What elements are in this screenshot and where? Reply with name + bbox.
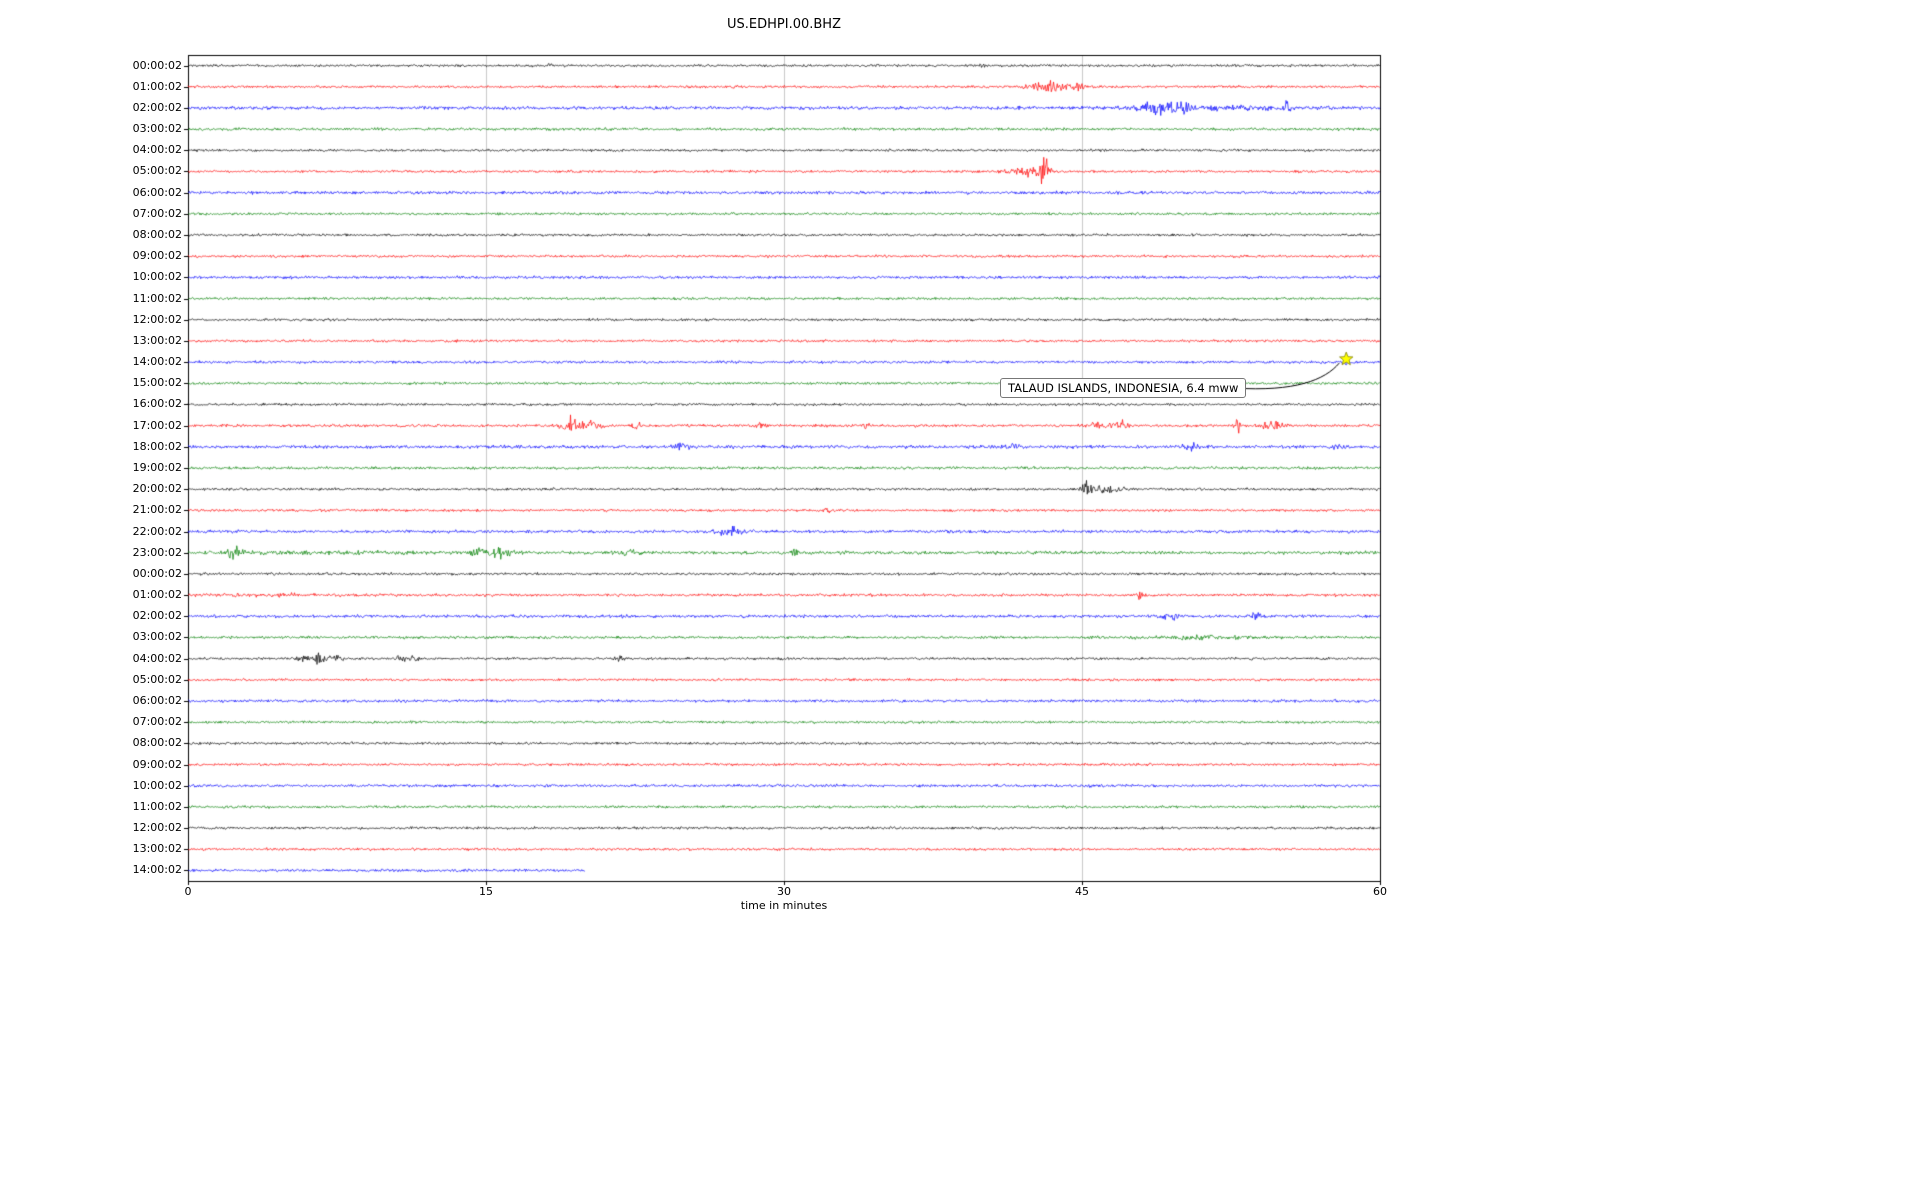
trace-time-label: 06:00:02 <box>132 693 182 707</box>
trace-time-label: 09:00:02 <box>132 249 182 263</box>
chart-title: US.EDHPI.00.BHZ <box>727 17 841 32</box>
trace-time-label: 01:00:02 <box>132 588 182 602</box>
trace-time-label: 19:00:02 <box>132 461 182 474</box>
trace-time-label: 07:00:02 <box>132 715 182 729</box>
trace-time-label: 08:00:02 <box>132 228 182 242</box>
trace-time-label: 22:00:02 <box>132 524 182 538</box>
trace-time-label: 21:00:02 <box>132 503 182 517</box>
trace-time-label: 00:00:02 <box>132 58 182 72</box>
trace-time-label: 20:00:02 <box>132 482 182 496</box>
trace-time-label: 12:00:02 <box>132 821 182 835</box>
trace-time-label: 13:00:02 <box>132 333 182 347</box>
trace-time-label: 00:00:02 <box>132 566 182 580</box>
trace-time-label: 06:00:02 <box>132 185 182 199</box>
trace-time-label: 07:00:02 <box>132 206 182 220</box>
trace-time-label: 08:00:02 <box>132 736 182 750</box>
trace-time-label: 11:00:02 <box>132 799 182 813</box>
x-axis-title: time in minutes <box>740 899 828 912</box>
x-tick-label: 60 <box>1373 885 1387 898</box>
trace-time-label: 01:00:02 <box>132 79 182 93</box>
trace-time-label: 17:00:02 <box>132 418 182 432</box>
trace-time-label: 10:00:02 <box>132 270 182 284</box>
trace-time-label: 11:00:02 <box>132 291 182 305</box>
trace-time-label: 12:00:02 <box>132 312 182 326</box>
trace-time-label: 02:00:02 <box>132 100 182 114</box>
x-tick-label: 0 <box>184 885 192 898</box>
trace-time-label: 13:00:02 <box>132 842 182 856</box>
trace-time-label: 04:00:02 <box>132 143 182 157</box>
trace-time-label: 05:00:02 <box>132 164 182 178</box>
trace-time-label: 04:00:02 <box>132 651 182 665</box>
trace-time-label: 15:00:02 <box>132 376 182 390</box>
x-tick-label: 30 <box>777 885 791 898</box>
trace-time-label: 03:00:02 <box>132 630 182 644</box>
event-annotation-text: TALAUD ISLANDS, INDONESIA, 6.4 mww <box>1008 381 1239 395</box>
trace-time-label: 18:00:02 <box>132 439 182 453</box>
trace-time-label: 02:00:02 <box>132 609 182 623</box>
trace-time-label: 14:00:02 <box>132 355 182 369</box>
trace-time-label: 14:00:02 <box>132 863 182 877</box>
x-tick-label: 15 <box>479 885 493 898</box>
trace-time-label: 10:00:02 <box>132 778 182 792</box>
trace-time-label: 05:00:02 <box>132 672 182 686</box>
trace-time-label: 16:00:02 <box>132 397 182 411</box>
event-annotation: TALAUD ISLANDS, INDONESIA, 6.4 mww <box>1000 378 1247 398</box>
trace-time-label: 03:00:02 <box>132 122 182 136</box>
x-tick-label: 45 <box>1075 885 1089 898</box>
trace-time-label: 23:00:02 <box>132 545 182 559</box>
trace-time-label: 09:00:02 <box>132 757 182 771</box>
